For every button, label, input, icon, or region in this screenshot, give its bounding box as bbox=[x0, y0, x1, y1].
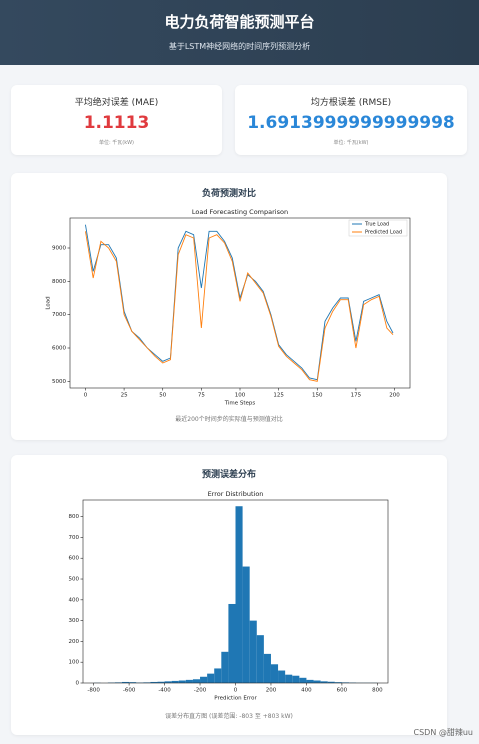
metric-label: 均方根误差 (RMSE) bbox=[310, 98, 392, 108]
x-tick-label: 175 bbox=[351, 393, 362, 399]
histogram-bar bbox=[306, 679, 314, 683]
y-tick-label: 5000 bbox=[52, 379, 66, 385]
section-caption: 误差分布直方图 (误差范围: -803 至 +803 kW) bbox=[165, 713, 293, 720]
x-tick-label: 200 bbox=[266, 688, 277, 694]
y-tick-label: 8000 bbox=[52, 279, 66, 285]
page-subtitle: 基于LSTM神经网络的时间序列预测分析 bbox=[168, 42, 311, 51]
x-tick-label: 125 bbox=[273, 393, 284, 399]
x-tick-label: -600 bbox=[123, 688, 136, 694]
histogram-bar bbox=[341, 682, 349, 683]
x-tick-label: 200 bbox=[389, 393, 400, 399]
histogram-bar bbox=[313, 680, 321, 683]
x-axis-label: Time Steps bbox=[224, 401, 256, 407]
histogram-bar bbox=[327, 681, 335, 683]
x-tick-label: 100 bbox=[235, 393, 246, 399]
watermark: CSDN @甜辣uu bbox=[413, 728, 474, 737]
y-axis-label: Load bbox=[46, 296, 52, 309]
histogram-bar bbox=[228, 603, 236, 683]
histogram-bar bbox=[122, 681, 130, 683]
legend-label: True Load bbox=[364, 222, 389, 228]
x-tick-label: 400 bbox=[301, 688, 312, 694]
page-title: 电力负荷智能预测平台 bbox=[164, 13, 315, 31]
x-tick-label: 600 bbox=[337, 688, 348, 694]
histogram-bar bbox=[114, 682, 123, 683]
histogram-bar bbox=[221, 651, 229, 683]
y-tick-label: 400 bbox=[69, 597, 80, 603]
histogram-bar bbox=[235, 506, 243, 683]
metric-label: 平均绝对误差 (MAE) bbox=[74, 98, 159, 108]
x-tick-label: 75 bbox=[198, 393, 205, 399]
histogram-bar bbox=[285, 674, 293, 683]
histogram-bar bbox=[256, 635, 264, 683]
histogram-bar bbox=[200, 676, 208, 683]
metric-value: 1.6913999999999998 bbox=[247, 113, 455, 133]
y-tick-label: 100 bbox=[69, 660, 80, 666]
x-tick-label: 0 bbox=[234, 688, 238, 694]
histogram-bar bbox=[143, 682, 151, 683]
metric-unit: 单位: 千瓦(kW) bbox=[333, 140, 369, 146]
x-tick-label: 25 bbox=[121, 393, 128, 399]
histogram-bar bbox=[270, 664, 279, 683]
histogram-bar bbox=[292, 675, 300, 683]
y-tick-label: 0 bbox=[76, 681, 80, 687]
histogram-bar bbox=[207, 673, 215, 683]
y-tick-label: 9000 bbox=[52, 246, 66, 252]
histogram-bar bbox=[171, 680, 179, 683]
chart-section: 预测误差分布 Error Distribution Prediction Erro… bbox=[11, 455, 447, 735]
x-tick-label: -400 bbox=[158, 688, 171, 694]
histogram-bar bbox=[299, 677, 307, 683]
y-tick-label: 7000 bbox=[52, 312, 66, 318]
metric-value: 1.1113 bbox=[83, 113, 150, 133]
chart: Load Forecasting Comparison Time Steps Loa… bbox=[46, 208, 411, 407]
y-tick-label: 700 bbox=[69, 535, 80, 541]
section-heading: 负荷预测对比 bbox=[201, 189, 256, 199]
metric-unit: 单位: 千瓦(kW) bbox=[98, 140, 134, 146]
histogram-bar bbox=[192, 679, 201, 683]
y-tick-label: 200 bbox=[69, 639, 80, 645]
chart-title: Load Forecasting Comparison bbox=[192, 208, 288, 216]
chart: Error Distribution Prediction Error -800 -6… bbox=[69, 490, 389, 702]
histogram-bar bbox=[278, 670, 286, 683]
legend-label: Predicted Load bbox=[365, 230, 402, 236]
data-line bbox=[85, 231, 394, 382]
x-axis-label: Prediction Error bbox=[214, 696, 257, 702]
plot-frame bbox=[69, 217, 411, 389]
histogram-bar bbox=[320, 681, 328, 683]
histogram-bar bbox=[242, 566, 250, 683]
histogram-bar bbox=[249, 620, 257, 683]
y-tick-label: 600 bbox=[69, 556, 80, 562]
x-tick-label: 150 bbox=[312, 393, 323, 399]
histogram-bar bbox=[157, 681, 165, 683]
section-heading: 预测误差分布 bbox=[201, 470, 256, 480]
x-tick-label: 0 bbox=[84, 393, 88, 399]
x-tick-label: 50 bbox=[159, 393, 166, 399]
histogram-bar bbox=[129, 682, 137, 683]
x-tick-label: -800 bbox=[87, 688, 100, 694]
chart-title: Error Distribution bbox=[208, 490, 264, 498]
section-caption: 最近200个时间步的实际值与预测值对比 bbox=[175, 416, 283, 423]
header: 电力负荷智能预测平台 基于LSTM神经网络的时间序列预测分析 bbox=[0, 0, 479, 65]
data-line bbox=[85, 224, 394, 381]
plot-frame bbox=[82, 499, 389, 684]
histogram-bar bbox=[334, 682, 342, 683]
histogram-bar bbox=[164, 681, 172, 683]
histogram-bar bbox=[185, 679, 193, 683]
histogram-bar bbox=[150, 681, 158, 683]
metric-card: 均方根误差 (RMSE) 1.6913999999999998 单位: 千瓦(k… bbox=[235, 85, 467, 155]
y-tick-label: 800 bbox=[69, 514, 80, 520]
metric-card: 平均绝对误差 (MAE) 1.1113 单位: 千瓦(kW) bbox=[11, 85, 222, 155]
y-tick-label: 500 bbox=[69, 577, 80, 583]
x-tick-label: -200 bbox=[194, 688, 207, 694]
histogram-bar bbox=[178, 680, 186, 683]
legend-box bbox=[348, 219, 408, 237]
histogram-bar bbox=[214, 668, 222, 683]
histogram-bar bbox=[263, 653, 271, 683]
x-tick-label: 800 bbox=[372, 688, 383, 694]
y-tick-label: 6000 bbox=[52, 346, 66, 352]
y-tick-label: 300 bbox=[69, 618, 80, 624]
chart-section: 负荷预测对比 Load Forecasting Comparison Time S… bbox=[11, 173, 447, 440]
